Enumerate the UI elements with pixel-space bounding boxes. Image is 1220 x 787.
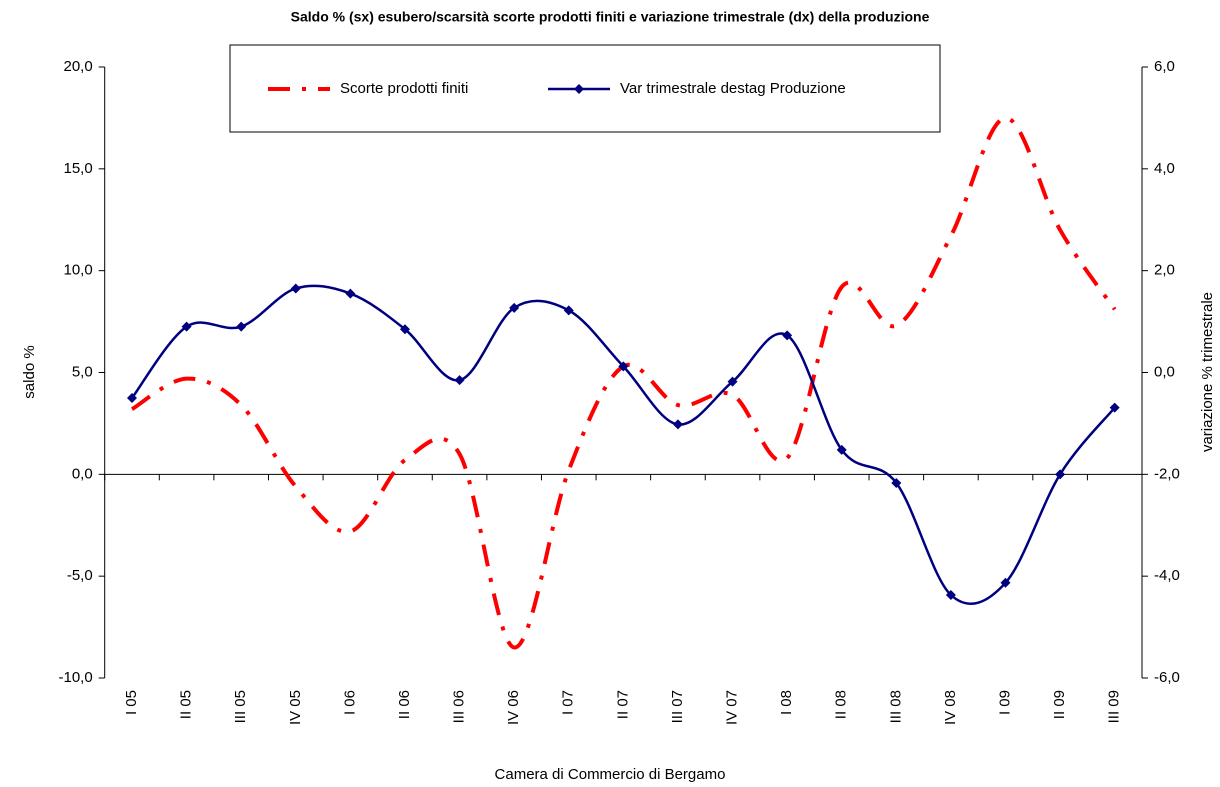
point-marker [126,392,137,403]
x-tick-label: I 06 [341,690,358,715]
y2-tick-label: 6,0 [1154,58,1175,75]
y-tick-label: 20,0 [63,58,92,75]
chart-title: Saldo % (sx) esubero/scarsità scorte pro… [291,9,930,25]
footer: Camera di Commercio di Bergamo [495,766,726,783]
point-marker [836,444,847,455]
y2-tick-label: -2,0 [1154,465,1180,482]
y2-tick-label: 0,0 [1154,363,1175,380]
y2-tick-label: -4,0 [1154,567,1180,584]
point-marker [236,321,247,332]
x-tick-label: I 08 [778,690,795,715]
x-tick-label: IV 07 [724,690,741,725]
point-marker [181,321,192,332]
legend-label: Var trimestrale destag Produzione [620,80,846,97]
point-marker [345,288,356,299]
x-tick-label: III 08 [887,690,904,723]
x-tick-label: II 06 [396,690,413,719]
x-tick-label: II 09 [1051,690,1068,719]
y-tick-label: 15,0 [63,160,92,177]
x-tick-label: III 07 [669,690,686,723]
point-marker [454,375,465,386]
x-tick-label: IV 08 [942,690,959,725]
y2-tick-label: 2,0 [1154,262,1175,279]
point-marker [290,283,301,294]
x-tick-label: II 05 [178,690,195,719]
legend-label: Scorte prodotti finiti [340,80,468,97]
legend-marker [574,84,584,94]
point-marker [509,302,520,313]
y-tick-label: 0,0 [72,465,93,482]
point-marker [1000,577,1011,588]
y-tick-label: 5,0 [72,363,93,380]
point-marker [563,305,574,316]
point-marker [945,590,956,601]
x-tick-label: II 08 [833,690,850,719]
point-marker [618,361,629,372]
y2-tick-label: 4,0 [1154,160,1175,177]
x-tick-label: III 09 [1106,690,1123,723]
x-tick-label: I 07 [560,690,577,715]
x-tick-label: III 06 [451,690,468,723]
series-line [130,115,1117,650]
x-tick-label: III 05 [232,690,249,723]
x-tick-label: IV 06 [505,690,522,725]
point-marker [891,477,902,488]
x-tick-label: I 09 [996,690,1013,715]
y-tick-label: -5,0 [67,567,93,584]
y-tick-label: 10,0 [63,262,92,279]
point-marker [1109,402,1120,413]
series-line [131,284,1116,605]
x-tick-label: IV 05 [287,690,304,725]
point-marker [727,376,738,387]
point-marker [1055,469,1066,480]
y-tick-label: -10,0 [58,669,92,686]
x-tick-label: I 05 [123,690,140,715]
point-marker [782,330,793,341]
y2-axis-label: variazione % trimestrale [1199,292,1216,452]
y-axis-label: saldo % [21,345,38,398]
y2-tick-label: -6,0 [1154,669,1180,686]
point-marker [399,324,410,335]
point-marker [672,419,683,430]
x-tick-label: II 07 [614,690,631,719]
